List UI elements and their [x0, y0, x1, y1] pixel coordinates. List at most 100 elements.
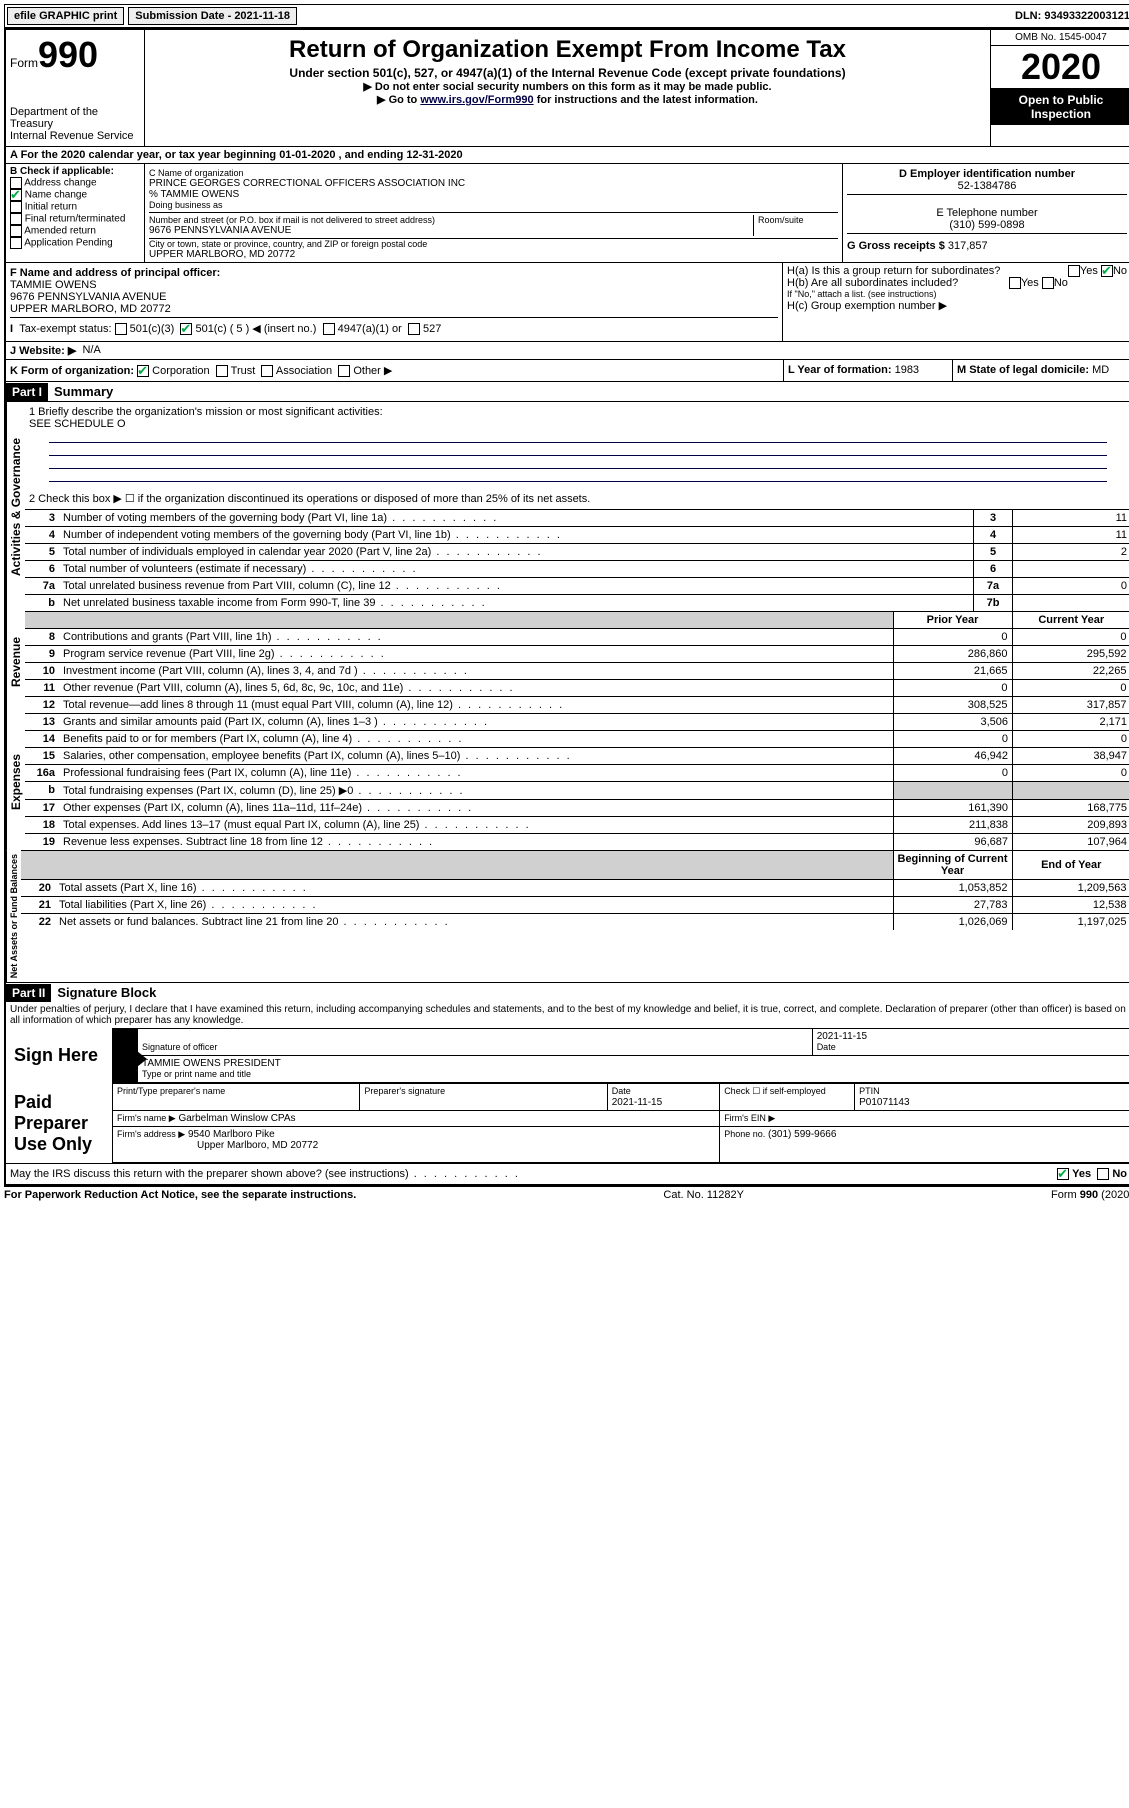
ein-label: Firm's EIN ▶	[724, 1113, 775, 1123]
discuss-yes: Yes	[1072, 1168, 1091, 1180]
firm-phone: (301) 599-9666	[768, 1129, 836, 1140]
footer-right: Form 990 (2020)	[1051, 1189, 1129, 1201]
goto-post: for instructions and the latest informat…	[534, 94, 758, 106]
domicile: MD	[1092, 364, 1109, 376]
efile-print-button[interactable]: efile GRAPHIC print	[7, 7, 124, 25]
b-amended: Amended return	[24, 226, 96, 237]
discuss-label: May the IRS discuss this return with the…	[10, 1168, 520, 1180]
vband-revenue: Revenue	[6, 611, 25, 713]
sign-arrow-icon	[113, 1029, 138, 1083]
goto-pre: ▶ Go to	[377, 94, 420, 106]
f-h-block: F Name and address of principal officer:…	[6, 262, 1129, 341]
prep-sig-label: Preparer's signature	[364, 1086, 445, 1096]
k-other: Other ▶	[353, 365, 392, 377]
col-prior: Prior Year	[893, 612, 1012, 629]
i-label: Tax-exempt status:	[19, 323, 111, 335]
open-public-badge: Open to Public Inspection	[991, 89, 1129, 125]
officer-addr1: 9676 PENNSYLVANIA AVENUE	[10, 291, 167, 303]
k-assoc: Association	[276, 365, 332, 377]
firm-name: Garbelman Winslow CPAs	[178, 1113, 295, 1124]
tax-year: 2020	[991, 46, 1129, 89]
part2-header: Part II	[6, 984, 51, 1002]
footer-left: For Paperwork Reduction Act Notice, see …	[4, 1189, 356, 1201]
discuss-no: No	[1112, 1168, 1127, 1180]
col-begin: Beginning of Current Year	[893, 851, 1012, 880]
col-curr: Current Year	[1012, 612, 1129, 629]
vband-net: Net Assets or Fund Balances	[6, 850, 21, 982]
vband-expenses: Expenses	[6, 713, 25, 850]
section-b: B Check if applicable: Address change Na…	[6, 164, 145, 262]
prep-name-label: Print/Type preparer's name	[117, 1086, 225, 1096]
officer-name: TAMMIE OWENS	[10, 279, 97, 291]
k-l-m-row: K Form of organization: Corporation Trus…	[6, 359, 1129, 381]
part2-bar: Part II Signature Block	[6, 982, 1129, 1002]
irs-label: Internal Revenue Service	[10, 130, 140, 142]
firm-addr-label: Firm's address ▶	[117, 1129, 185, 1139]
form-subtitle: Under section 501(c), 527, or 4947(a)(1)…	[149, 66, 986, 80]
officer-addr2: UPPER MARLBORO, MD 20772	[10, 303, 171, 315]
b-label: B Check if applicable:	[10, 166, 140, 177]
g-label: G Gross receipts $	[847, 240, 945, 252]
form-num: 990	[38, 34, 98, 75]
k-label: K Form of organization:	[10, 365, 134, 377]
j-label: J Website: ▶	[10, 344, 76, 357]
footer-mid: Cat. No. 11282Y	[663, 1189, 744, 1201]
firm-addr1: 9540 Marlboro Pike	[188, 1129, 275, 1140]
room-label: Room/suite	[758, 215, 838, 225]
footer: For Paperwork Reduction Act Notice, see …	[4, 1186, 1129, 1203]
firm-phone-label: Phone no.	[724, 1129, 765, 1139]
sign-here-label: Sign Here	[6, 1029, 113, 1083]
i-501c3: 501(c)(3)	[130, 323, 175, 335]
net-table: Beginning of Current YearEnd of Year 20T…	[21, 850, 1129, 930]
sign-here-table: Sign Here Signature of officer 2021-11-1…	[6, 1028, 1129, 1083]
org-name: PRINCE GEORGES CORRECTIONAL OFFICERS ASS…	[149, 178, 838, 189]
irs-link[interactable]: www.irs.gov/Form990	[420, 94, 533, 106]
governance-table: 3Number of voting members of the governi…	[25, 509, 1129, 611]
dln-label: DLN: 93493322003121	[1015, 10, 1129, 22]
ssn-notice: ▶ Do not enter social security numbers o…	[149, 80, 986, 93]
sign-name: TAMMIE OWENS PRESIDENT	[142, 1058, 281, 1069]
period-a: A For the 2020 calendar year, or tax yea…	[6, 146, 1129, 163]
k-corp: Corporation	[152, 365, 209, 377]
hb-label: H(b) Are all subordinates included?	[787, 277, 958, 289]
perjury-text: Under penalties of perjury, I declare th…	[6, 1002, 1129, 1028]
e-label: E Telephone number	[847, 207, 1127, 219]
goto-line: ▶ Go to www.irs.gov/Form990 for instruct…	[149, 93, 986, 106]
vband-governance: Activities & Governance	[6, 402, 25, 611]
prep-date: 2021-11-15	[612, 1097, 662, 1108]
k-trust: Trust	[231, 365, 256, 377]
section-d-e-g: D Employer identification number 52-1384…	[842, 164, 1129, 262]
hc-label: H(c) Group exemption number ▶	[787, 299, 1127, 312]
dept-treasury: Department of the Treasury	[10, 106, 140, 130]
omb-number: OMB No. 1545-0047	[991, 30, 1129, 46]
part2-title: Signature Block	[51, 983, 162, 1002]
b-pending: Application Pending	[24, 238, 112, 249]
mission-value: SEE SCHEDULE O	[29, 418, 126, 430]
revenue-table: Prior YearCurrent Year 8Contributions an…	[25, 611, 1129, 713]
form-body: Form990 Department of the Treasury Inter…	[4, 28, 1129, 1186]
website: N/A	[82, 344, 100, 357]
f-label: F Name and address of principal officer:	[10, 267, 220, 279]
sign-name-label: Type or print name and title	[142, 1069, 251, 1079]
submission-date-button[interactable]: Submission Date - 2021-11-18	[128, 7, 297, 25]
phone: (310) 599-0898	[847, 219, 1127, 231]
firm-addr2: Upper Marlboro, MD 20772	[197, 1140, 318, 1151]
discuss-row: May the IRS discuss this return with the…	[6, 1163, 1129, 1184]
prep-date-label: Date	[612, 1086, 631, 1096]
city-label: City or town, state or province, country…	[149, 239, 838, 249]
sign-date-label: Date	[817, 1042, 836, 1052]
i-527: 527	[423, 323, 441, 335]
self-employed-label: Check ☐ if self-employed	[724, 1086, 826, 1096]
d-label: D Employer identification number	[847, 168, 1127, 180]
year-formed: 1983	[895, 364, 919, 376]
paid-preparer-label: Paid Preparer Use Only	[6, 1084, 113, 1163]
part1-header: Part I	[6, 383, 48, 401]
i-501c: 501(c) ( 5 ) ◀ (insert no.)	[195, 323, 316, 335]
b-initial: Initial return	[25, 202, 77, 213]
part1-bar: Part I Summary	[6, 381, 1129, 401]
dba-label: Doing business as	[149, 200, 838, 210]
form-header: Form990 Department of the Treasury Inter…	[6, 30, 1129, 146]
form-prefix: Form	[10, 56, 38, 70]
city: UPPER MARLBORO, MD 20772	[149, 249, 838, 260]
ha-label: H(a) Is this a group return for subordin…	[787, 265, 1000, 277]
